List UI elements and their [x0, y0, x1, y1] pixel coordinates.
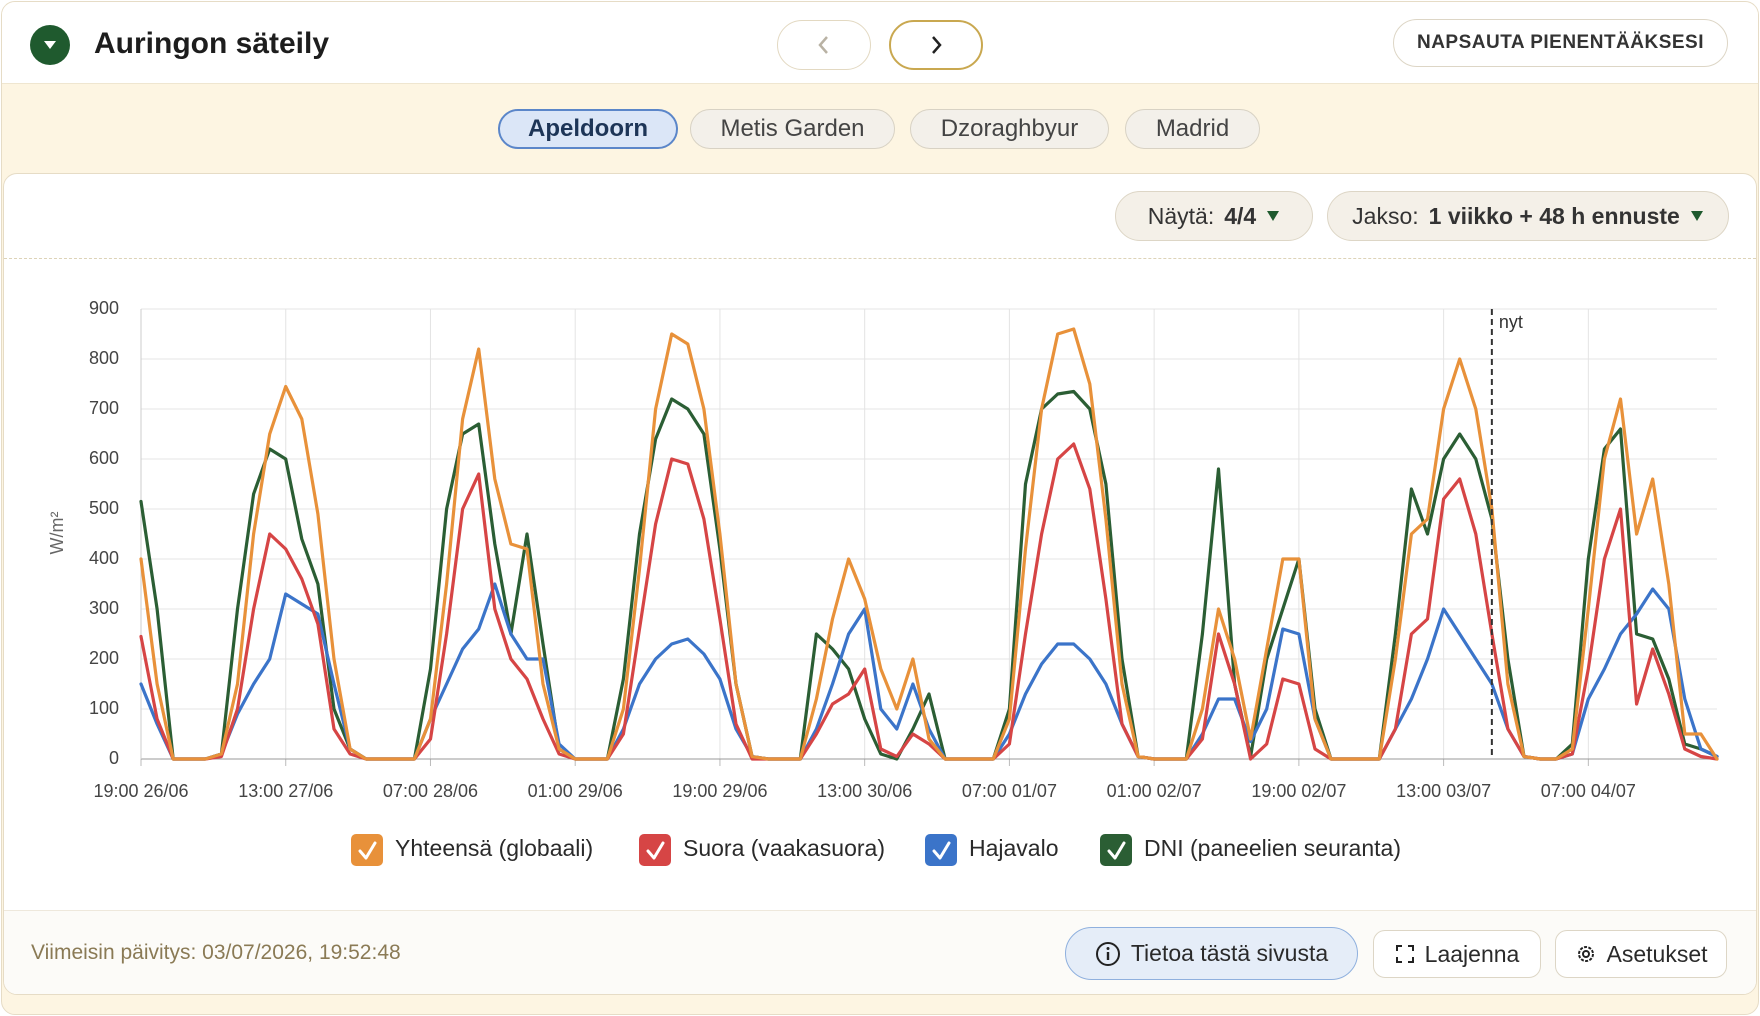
- y-tick-label: 100: [89, 698, 119, 718]
- series-line: [139, 442, 1719, 761]
- x-tick-label: 13:00 30/06: [817, 781, 912, 801]
- location-tab[interactable]: Madrid: [1125, 109, 1260, 149]
- period-dropdown[interactable]: Jakso: 1 viikko + 48 h ennuste: [1327, 191, 1729, 241]
- x-tick-label: 19:00 26/06: [93, 781, 188, 801]
- legend-label: Yhteensä (globaali): [395, 835, 593, 861]
- legend-check: [358, 841, 377, 860]
- x-tick-label: 13:00 03/07: [1396, 781, 1491, 801]
- legend-checkbox: [639, 834, 671, 866]
- y-tick-label: 600: [89, 448, 119, 468]
- x-tick-label: 01:00 02/07: [1107, 781, 1202, 801]
- legend-label: DNI (paneelien seuranta): [1144, 835, 1401, 861]
- x-tick-label: 19:00 02/07: [1251, 781, 1346, 801]
- page-title: Auringon säteily: [94, 27, 330, 60]
- y-tick-label: 700: [89, 398, 119, 418]
- dropdown-arrow: [1267, 211, 1280, 221]
- show-label: Näytä:: [1147, 202, 1215, 229]
- legend-check: [932, 841, 951, 860]
- expand-button[interactable]: Laajenna: [1373, 930, 1541, 978]
- settings-button[interactable]: Asetukset: [1555, 930, 1727, 978]
- x-tick-label: 07:00 01/07: [962, 781, 1057, 801]
- y-tick-label: 800: [89, 348, 119, 368]
- legend-item[interactable]: Suora (vaakasuora): [639, 834, 885, 866]
- panel: [3, 173, 1757, 995]
- y-axis-title: W/m²: [47, 512, 67, 555]
- location-tab[interactable]: Dzoraghbyur: [910, 109, 1109, 149]
- y-tick-label: 900: [89, 298, 119, 318]
- legend-checkbox: [925, 834, 957, 866]
- info-button[interactable]: Tietoa tästä sivusta: [1065, 927, 1358, 980]
- legend-check: [646, 841, 665, 860]
- y-tick-label: 300: [89, 598, 119, 618]
- info-icon: [1095, 941, 1120, 966]
- x-tick-label: 07:00 04/07: [1541, 781, 1636, 801]
- y-tick-label: 500: [89, 498, 119, 518]
- collapse-button[interactable]: NAPSAUTA PIENENTÄÄKSESI: [1393, 19, 1728, 67]
- next-button[interactable]: [889, 20, 983, 70]
- series-line: [139, 327, 1719, 761]
- location-tab[interactable]: Apeldoorn: [498, 109, 678, 149]
- expand-text: Laajenna: [1424, 940, 1520, 967]
- show-dropdown[interactable]: Näytä: 4/4: [1115, 191, 1313, 241]
- legend-item[interactable]: Yhteensä (globaali): [351, 834, 593, 866]
- period-label: Jakso:: [1352, 202, 1419, 229]
- prev-button[interactable]: [777, 20, 871, 70]
- settings-icon: [1577, 946, 1594, 962]
- last-update: Viimeisin päivitys: 03/07/2026, 19:52:48: [31, 941, 401, 964]
- collapse-icon[interactable]: [30, 25, 70, 65]
- y-tick-label: 400: [89, 548, 119, 568]
- legend-item[interactable]: DNI (paneelien seuranta): [1100, 834, 1401, 866]
- y-tick-label: 200: [89, 648, 119, 668]
- y-tick-label: 0: [109, 748, 119, 768]
- legend-checkbox: [1100, 834, 1132, 866]
- legend-label: Suora (vaakasuora): [683, 835, 885, 861]
- expand-icon: [1395, 945, 1414, 963]
- period-value: 1 viikko + 48 h ennuste: [1428, 202, 1680, 229]
- info-text: Tietoa tästä sivusta: [1130, 940, 1329, 966]
- legend-item[interactable]: Hajavalo: [925, 834, 1059, 866]
- legend-checkbox: [351, 834, 383, 866]
- legend-check: [1107, 841, 1126, 860]
- legend-label: Hajavalo: [969, 835, 1059, 861]
- dropdown-arrow: [1690, 211, 1703, 221]
- location-tab[interactable]: Metis Garden: [690, 109, 895, 149]
- x-tick-label: 13:00 27/06: [238, 781, 333, 801]
- settings-text: Asetukset: [1606, 940, 1708, 967]
- show-value: 4/4: [1224, 202, 1257, 229]
- divider: [4, 258, 1756, 259]
- x-tick-label: 07:00 28/06: [383, 781, 478, 801]
- x-tick-label: 01:00 29/06: [528, 781, 623, 801]
- now-label: nyt: [1499, 312, 1523, 332]
- x-tick-label: 19:00 29/06: [672, 781, 767, 801]
